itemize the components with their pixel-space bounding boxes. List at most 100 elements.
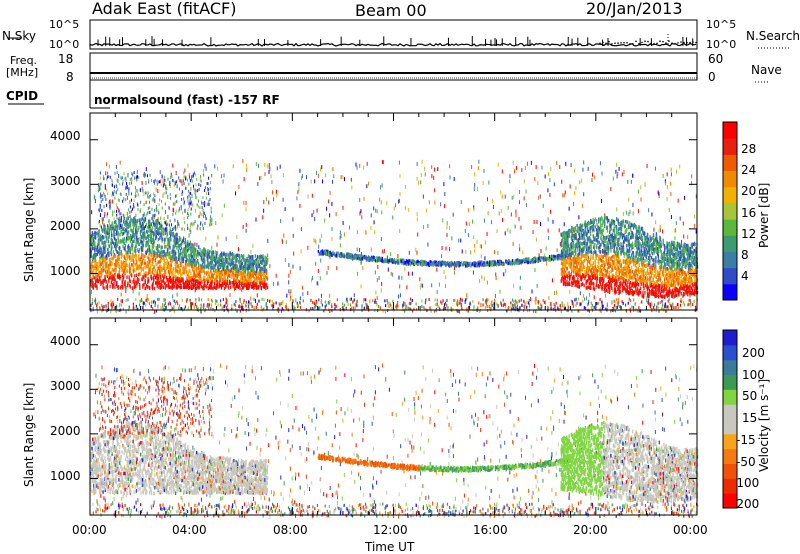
power-ground	[122, 307, 124, 311]
power-left-echo	[98, 269, 100, 273]
power-ground	[135, 307, 137, 311]
power-left-echo	[136, 221, 138, 225]
beam-title: Beam 00	[355, 1, 427, 20]
power-left-echo	[167, 268, 170, 272]
nsearch-point	[665, 42, 667, 44]
power-ground	[430, 309, 432, 313]
power-ground	[482, 303, 484, 307]
power-left-echo	[106, 274, 109, 279]
power-upper-echo	[134, 195, 136, 199]
power-left-echo	[220, 272, 222, 276]
power-upper-echo	[196, 227, 198, 231]
power-left-echo	[216, 261, 218, 266]
power-noise	[370, 247, 372, 252]
power-left-echo	[163, 245, 166, 249]
power-left-echo	[183, 267, 185, 272]
power-ground	[655, 305, 658, 309]
power-ground	[111, 307, 113, 311]
power-left-echo	[160, 233, 162, 238]
power-left-echo	[95, 272, 97, 277]
power-left-echo	[97, 266, 100, 270]
power-upper-echo	[151, 178, 153, 182]
power-upper-echo	[195, 183, 197, 187]
power-left-echo	[110, 252, 113, 257]
power-ground	[101, 309, 103, 313]
power-noise	[109, 164, 111, 169]
power-noise	[644, 181, 646, 186]
power-ground	[537, 306, 539, 310]
power-left-echo	[236, 282, 238, 287]
power-upper-echo	[186, 195, 188, 199]
power-left-echo	[187, 279, 189, 284]
power-left-echo	[192, 265, 195, 270]
power-left-echo	[172, 257, 175, 262]
power-ground	[174, 302, 177, 306]
power-noise	[515, 213, 517, 218]
power-upper-echo	[169, 182, 171, 186]
power-ground	[387, 301, 389, 305]
power-left-echo	[163, 276, 165, 280]
power-left-echo	[131, 241, 133, 246]
power-upper-echo	[147, 195, 149, 199]
power-left-echo	[203, 277, 206, 281]
power-left-echo	[257, 259, 259, 264]
power-left-echo	[98, 260, 100, 264]
power-ground	[139, 299, 141, 303]
power-upper-echo	[193, 222, 195, 226]
power-ground	[624, 303, 627, 307]
power-ground	[672, 302, 674, 306]
power-left-echo	[194, 279, 196, 283]
power-left-echo	[182, 280, 184, 285]
power-left-echo	[256, 285, 258, 290]
power-left-echo	[101, 260, 103, 265]
power-left-echo	[218, 268, 220, 272]
power-ground	[596, 302, 598, 306]
power-left-echo	[225, 272, 228, 277]
power-ground	[454, 298, 456, 302]
power-noise	[501, 169, 503, 174]
power-left-echo	[132, 234, 134, 239]
power-noise	[592, 172, 594, 177]
power-noise	[321, 179, 323, 184]
power-left-echo	[106, 231, 108, 236]
power-left-echo	[128, 278, 131, 282]
power-left-echo	[134, 280, 136, 284]
power-left-echo	[182, 236, 185, 240]
power-ground	[396, 303, 398, 307]
power-left-echo	[153, 265, 155, 269]
power-noise	[513, 194, 515, 199]
power-left-echo	[135, 227, 137, 231]
power-left-echo	[206, 281, 209, 286]
power-left-echo	[264, 259, 266, 264]
power-left-echo	[264, 275, 267, 279]
power-ground	[181, 298, 183, 302]
power-ground	[189, 301, 192, 305]
power-noise	[464, 228, 466, 233]
power-noise	[397, 294, 399, 299]
power-left-echo	[241, 274, 243, 278]
power-upper-echo	[192, 203, 194, 207]
power-left-echo	[174, 279, 177, 284]
power-left-echo	[264, 269, 266, 274]
power-left-echo	[182, 270, 184, 274]
power-ground	[553, 307, 555, 311]
power-left-echo	[132, 263, 134, 267]
power-left-echo	[99, 276, 101, 280]
power-left-echo	[156, 254, 159, 258]
power-ground	[437, 305, 439, 309]
power-left-echo	[128, 275, 130, 279]
power-left-echo	[147, 255, 149, 260]
nsearch-point	[611, 43, 613, 45]
power-left-echo	[248, 275, 251, 279]
power-upper-echo	[135, 189, 137, 193]
power-upper-echo	[190, 202, 192, 206]
power-left-echo	[265, 268, 268, 273]
power-upper-echo	[198, 183, 200, 187]
power-left-echo	[263, 276, 265, 281]
power-noise	[662, 229, 664, 234]
power-ground	[216, 300, 218, 304]
power-noise	[267, 239, 269, 244]
power-left-echo	[261, 268, 263, 273]
power-left-echo	[184, 262, 187, 266]
power-upper-echo	[125, 198, 127, 202]
